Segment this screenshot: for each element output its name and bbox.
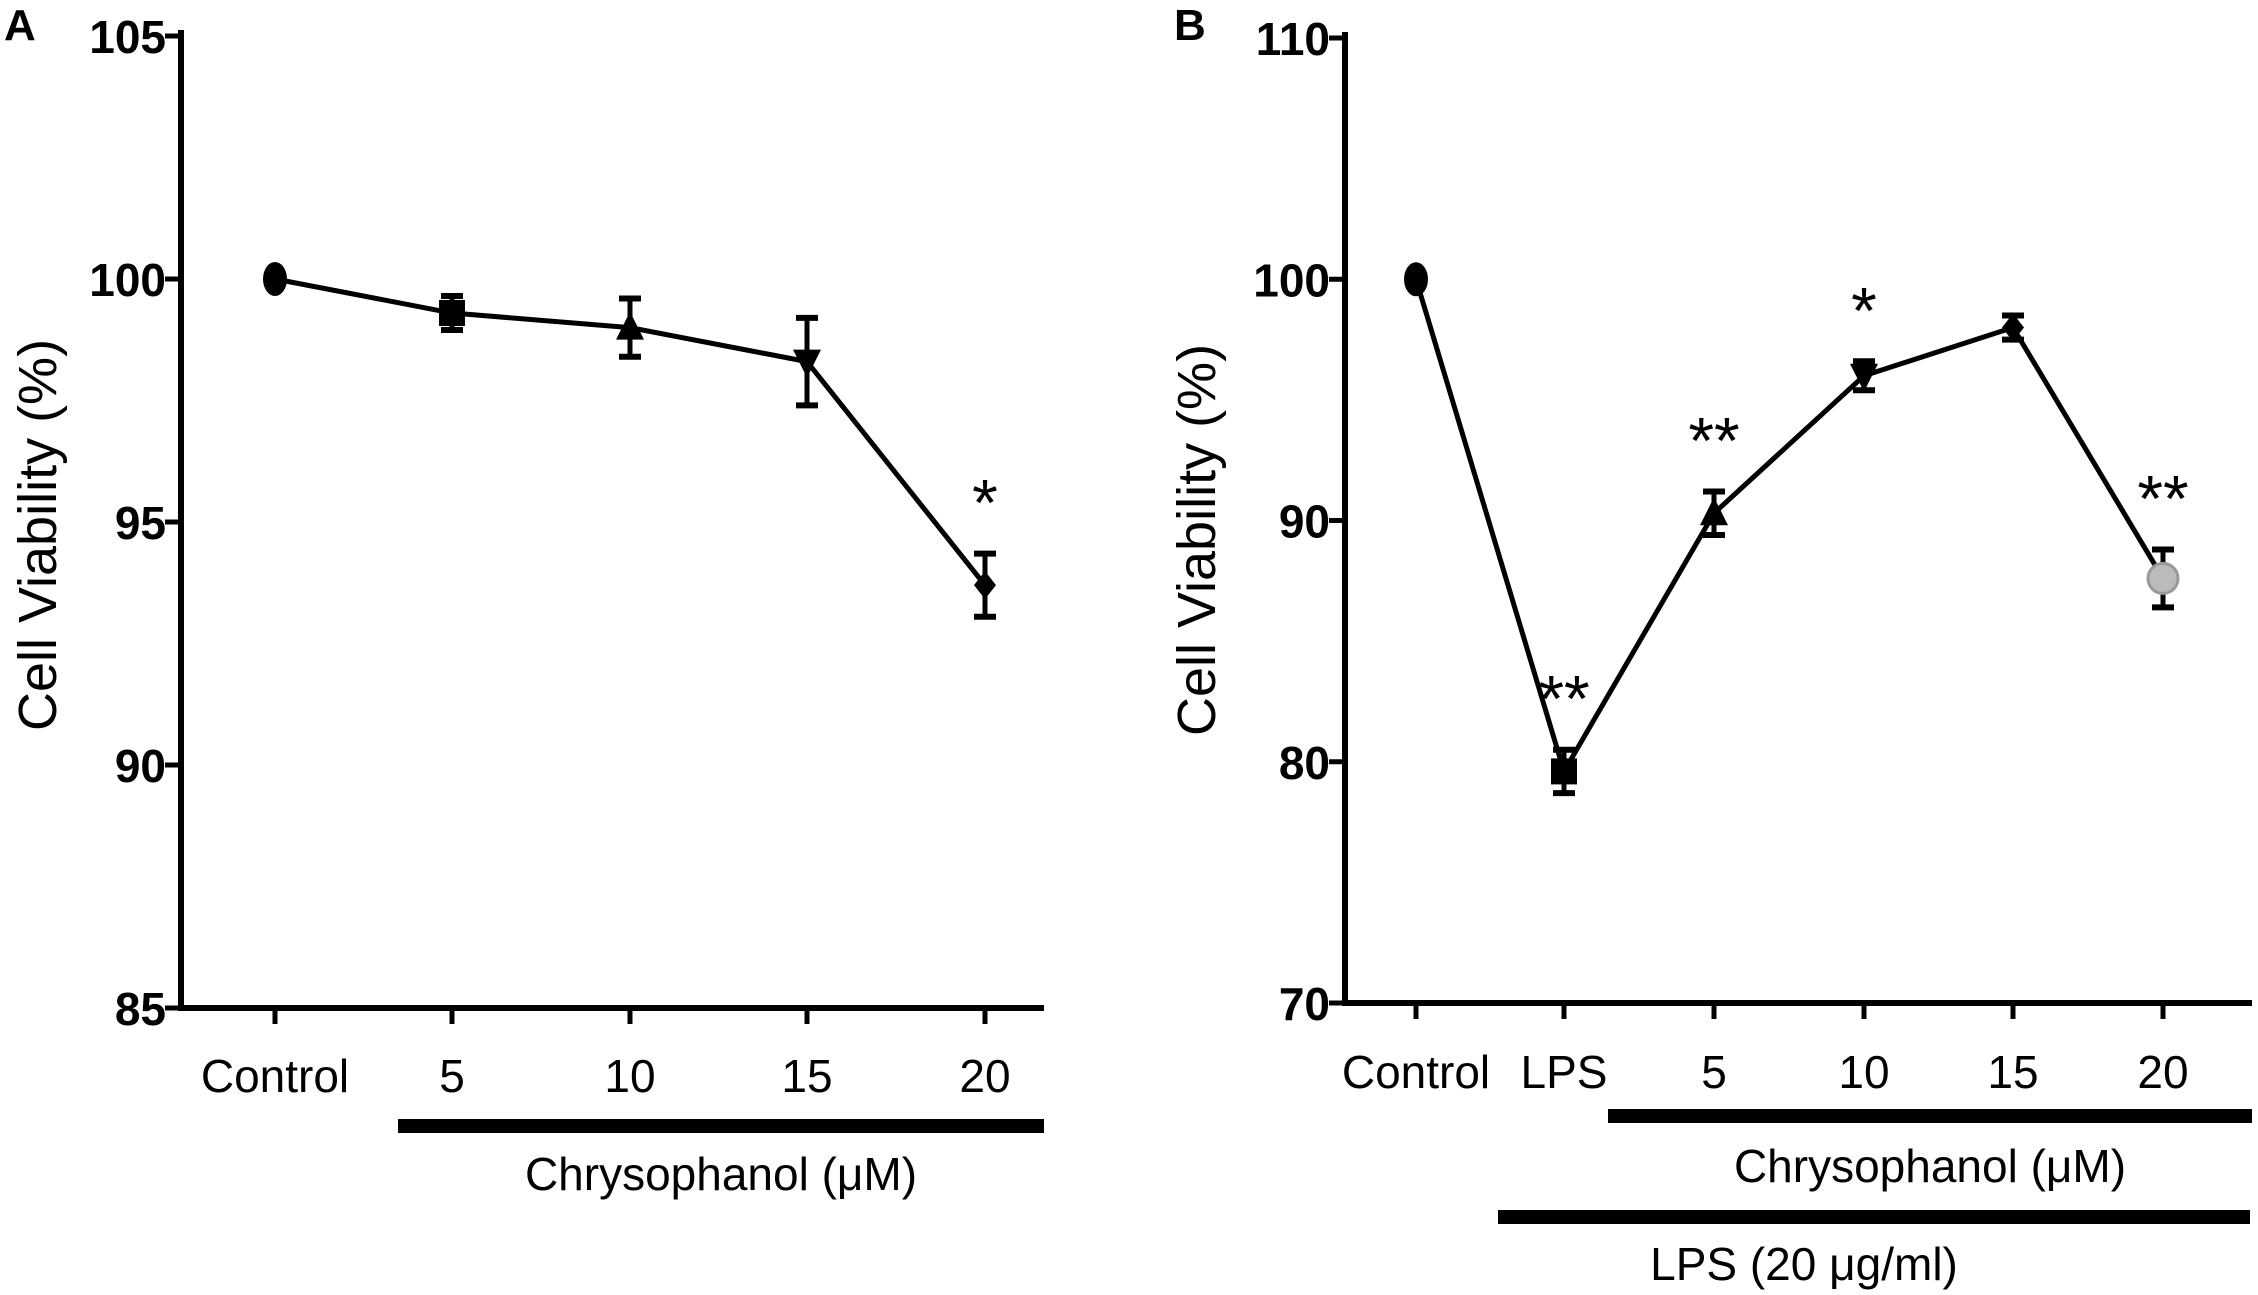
panel-a-data-point bbox=[263, 262, 287, 296]
panel-b-y-tick-label: 80 bbox=[1279, 737, 1330, 789]
panel-b-data-point bbox=[2146, 561, 2180, 595]
panel-b-y-tick-label: 70 bbox=[1279, 978, 1330, 1030]
panel-b-data-point bbox=[1700, 497, 1728, 526]
panel-b-data-point bbox=[1551, 758, 1577, 785]
panel-b-y-tick-label: 100 bbox=[1253, 254, 1330, 306]
panel-a-x-tick-label: 10 bbox=[604, 1050, 655, 1102]
panel-a-data-point bbox=[793, 349, 821, 378]
panel-b-series-line bbox=[1413, 278, 2166, 774]
panel-b-group-bar-label: LPS (20 μg/ml) bbox=[1650, 1238, 1958, 1290]
panel-b-group-bar-label: Chrysophanol (μM) bbox=[1734, 1140, 2126, 1192]
panel-b-significance-marker: ** bbox=[1538, 662, 1589, 736]
panel-a-y-axis-title: Cell Viability (%) bbox=[8, 339, 68, 731]
panel-a-data-point bbox=[439, 300, 465, 327]
panel-b: B Cell Viability (%) 70 80 90 100 110 Contro… bbox=[1167, 1, 2252, 1290]
panel-a-x-tick-label: 5 bbox=[439, 1050, 465, 1102]
panel-a-x-tick-label: Control bbox=[201, 1050, 349, 1102]
panel-b-x-tick-label: 5 bbox=[1701, 1046, 1727, 1098]
panel-b-significance-marker: ** bbox=[1688, 404, 1739, 478]
panel-a-y-tick-label: 85 bbox=[115, 983, 166, 1035]
panel-a-significance-marker: * bbox=[972, 466, 998, 540]
panel-b-x-tick-label: 10 bbox=[1838, 1046, 1889, 1098]
panel-b-x-tick-label: LPS bbox=[1521, 1046, 1608, 1098]
panel-b-significance-marker: * bbox=[1851, 273, 1877, 347]
panel-b-x-tick-label: 20 bbox=[2137, 1046, 2188, 1098]
panel-a-label: A bbox=[4, 1, 36, 50]
panel-a-y-tick-label: 105 bbox=[89, 11, 166, 63]
panel-a-data-point bbox=[974, 571, 996, 600]
panel-b-data-point bbox=[2002, 313, 2024, 342]
panel-a-x-tick-label: 20 bbox=[959, 1050, 1010, 1102]
panel-b-y-tick-label: 90 bbox=[1279, 496, 1330, 548]
panel-b-label: B bbox=[1174, 1, 1206, 50]
panel-a-y-tick-label: 90 bbox=[115, 740, 166, 792]
panel-b-y-tick-label: 110 bbox=[1256, 13, 1330, 65]
panel-a-y-tick-label: 95 bbox=[115, 497, 166, 549]
panel-a-x-tick-label: 15 bbox=[781, 1050, 832, 1102]
panel-a-group-bar-label: Chrysophanol (μM) bbox=[525, 1148, 917, 1200]
panel-b-significance-marker: ** bbox=[2137, 461, 2188, 535]
panel-b-data-point bbox=[1404, 262, 1428, 297]
panel-b-x-tick-label: 15 bbox=[1987, 1046, 2038, 1098]
panel-a-data-point bbox=[616, 311, 644, 340]
panel-a-y-tick-label: 100 bbox=[89, 254, 166, 306]
panel-b-y-axis-title: Cell Viability (%) bbox=[1167, 344, 1227, 736]
panel-b-x-tick-label: Control bbox=[1342, 1046, 1490, 1098]
panel-b-data-point bbox=[1850, 363, 1878, 392]
